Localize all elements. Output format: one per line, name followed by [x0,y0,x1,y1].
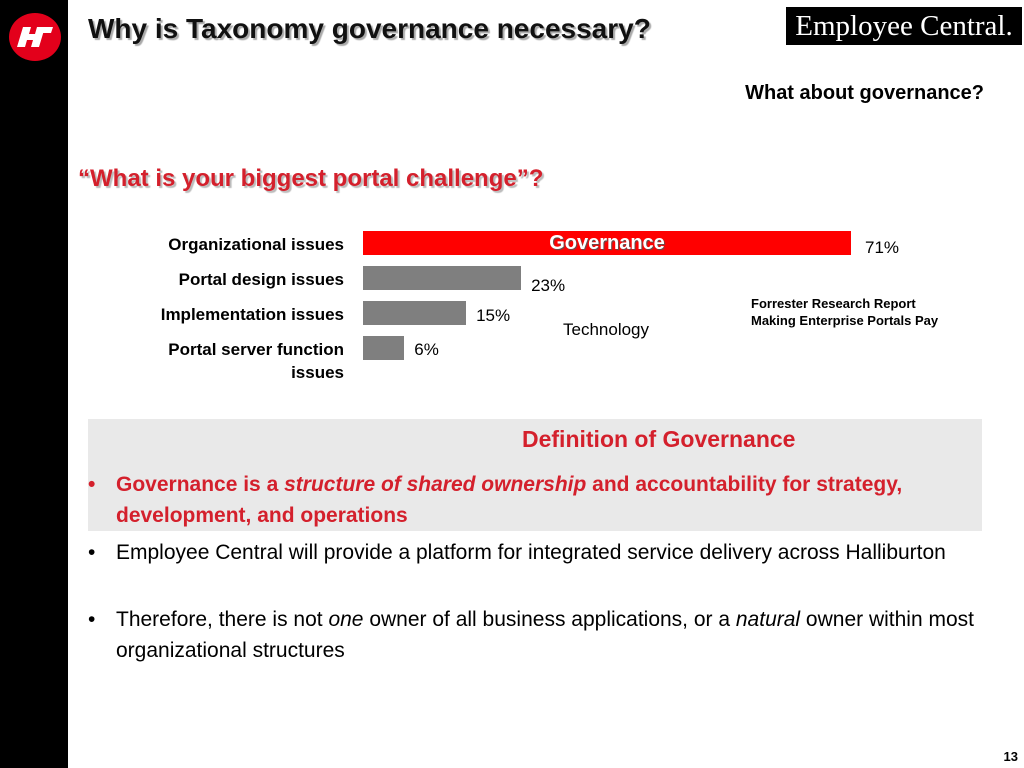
text-run: owner of all business applications, or a [363,608,736,631]
value-label: 71% [865,238,900,257]
chart-annotation: Technology [563,320,650,339]
text-run: Governance is a [116,473,285,496]
bar: Governance [363,231,851,255]
bullet-dot: • [88,541,96,564]
category-label: Portal server function issues [168,340,344,382]
emphasis-text: structure of shared ownership [284,473,587,496]
bullet-dot: • [88,473,96,496]
value-label: 15% [476,306,511,325]
bar [363,336,405,360]
text-run: owner within most organizational structu… [116,608,974,662]
source-citation: Forrester Research Report Making Enterpr… [751,295,938,329]
category-label: Organizational issues [168,235,344,254]
definition-box [88,419,982,531]
page-title: Why is Taxonomy governance necessary? [88,13,651,44]
bullet-text: Therefore, there is not one owner of all… [116,604,988,666]
source-line: Making Enterprise Portals Pay [751,313,939,328]
category-label: Portal design issues [178,270,344,289]
value-label: 23% [531,276,566,295]
halliburton-logo-icon [9,13,61,61]
left-band [0,0,68,768]
text-run: and accountability for strategy, develop… [116,473,903,527]
bullet-text: Governance is a structure of shared owne… [116,469,988,531]
category-label: Implementation issues [160,305,344,324]
subtitle: What about governance? [745,82,984,104]
emphasis-text: natural [735,608,801,631]
bar-highlight-label: Governance [549,232,665,254]
bullet-item: • Therefore, there is not one owner of a… [88,604,988,666]
definition-bullet: • Governance is a structure of shared ow… [88,469,988,531]
bar [363,266,522,290]
text-run: Therefore, there is not [116,608,329,631]
page-number: 13 [1003,749,1018,764]
bar [363,301,467,325]
survey-question: “What is your biggest portal challenge”? [78,165,544,192]
bullet-dot: • [88,608,96,631]
bullet-item: • Employee Central will provide a platfo… [88,537,988,568]
definition-heading: Definition of Governance [522,426,796,452]
value-label: 6% [414,340,439,359]
brand-logo: Employee Central. [786,7,1022,45]
source-line: Forrester Research Report [751,296,916,311]
emphasis-text: one [328,608,364,631]
bullet-text: Employee Central will provide a platform… [116,541,946,564]
